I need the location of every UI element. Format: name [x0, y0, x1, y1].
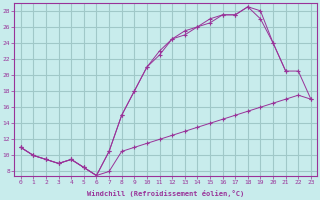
X-axis label: Windchill (Refroidissement éolien,°C): Windchill (Refroidissement éolien,°C) [87, 190, 244, 197]
